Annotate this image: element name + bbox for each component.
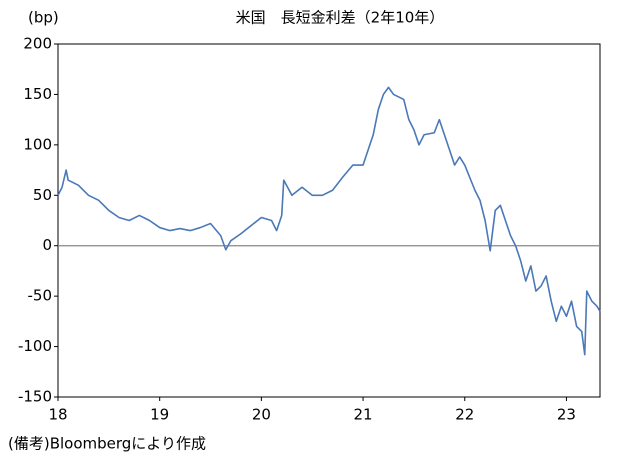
x-tick-label: 20 <box>252 406 271 424</box>
note: (備考)Bloombergにより作成 <box>8 435 206 453</box>
y-tick-label: -50 <box>28 287 53 305</box>
chart-title: 米国 長短金利差（2年10年） <box>236 9 445 27</box>
y-unit: (bp) <box>28 9 59 27</box>
x-tick-label: 18 <box>48 406 67 424</box>
x-tick-label: 23 <box>557 406 576 424</box>
y-tick-label: 50 <box>33 186 52 204</box>
y-tick-label: -150 <box>18 388 52 406</box>
series-line <box>57 86 601 356</box>
x-tick-label: 19 <box>150 406 169 424</box>
y-tick-label: 200 <box>23 35 52 53</box>
y-tick-label: 150 <box>23 85 52 103</box>
y-tick-label: -100 <box>18 337 52 355</box>
plot-frame <box>57 43 601 398</box>
x-tick-label: 21 <box>354 406 373 424</box>
y-tick-label: 100 <box>23 135 52 153</box>
x-tick-label: 22 <box>455 406 474 424</box>
y-tick-label: 0 <box>42 236 52 254</box>
